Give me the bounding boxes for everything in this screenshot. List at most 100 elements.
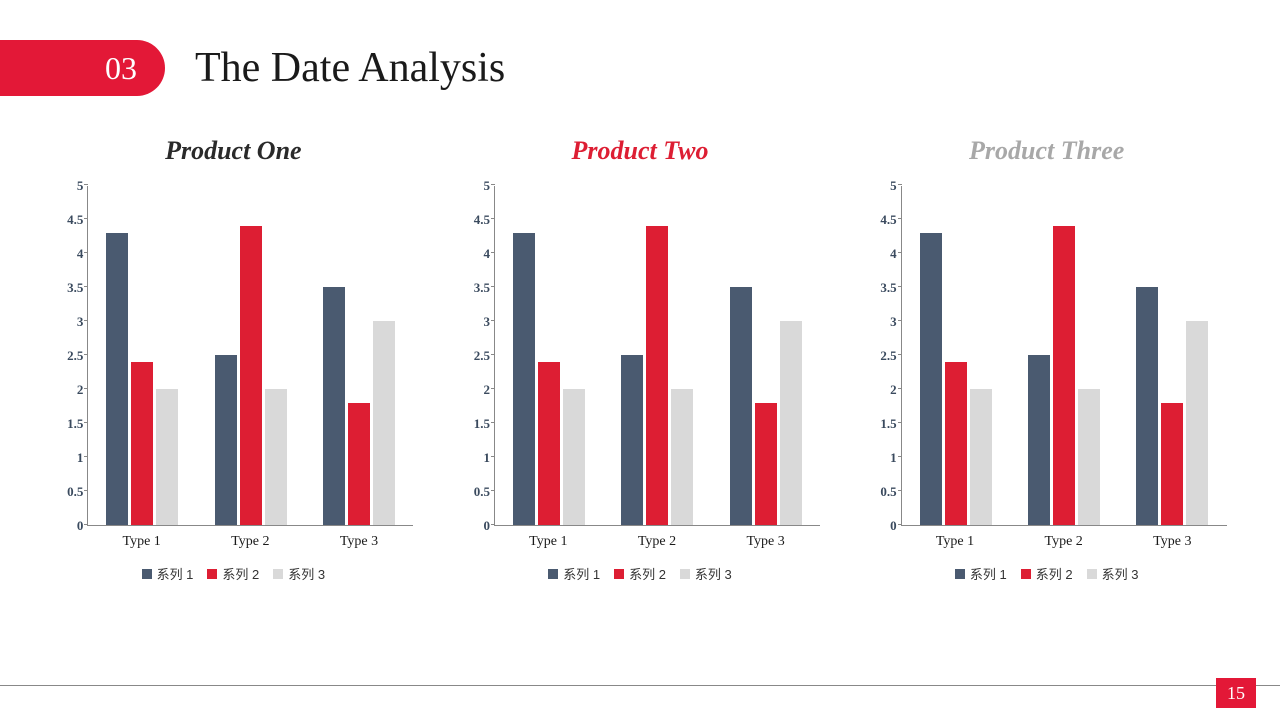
legend-swatch	[1087, 569, 1097, 579]
bar	[780, 321, 802, 525]
bar	[1161, 403, 1183, 525]
x-axis-labels: Type 1Type 2Type 3	[87, 534, 413, 550]
y-tick-label: 1	[890, 450, 897, 466]
x-axis-labels: Type 1Type 2Type 3	[494, 534, 820, 550]
y-tick-label: 3.5	[67, 280, 83, 296]
chart-panel: Product Three00.511.522.533.544.55Type 1…	[853, 136, 1240, 583]
y-tick-label: 3	[890, 314, 897, 330]
legend-item: 系列 2	[614, 564, 666, 583]
section-number: 03	[105, 50, 137, 87]
legend-label: 系列 1	[970, 564, 1007, 583]
y-tick-label: 4.5	[880, 212, 896, 228]
bar	[513, 233, 535, 525]
page-number-badge: 15	[1216, 678, 1256, 708]
legend-label: 系列 3	[695, 564, 732, 583]
bar-group	[513, 233, 585, 525]
legend-swatch	[614, 569, 624, 579]
y-tick-label: 0	[484, 518, 491, 534]
y-tick-mark	[84, 184, 88, 185]
chart-panel: Product One00.511.522.533.544.55Type 1Ty…	[40, 136, 427, 583]
y-tick-label: 0	[890, 518, 897, 534]
legend-swatch	[1021, 569, 1031, 579]
chart-legend: 系列 1 系列 2 系列 3	[142, 564, 326, 583]
chart-legend: 系列 1 系列 2 系列 3	[955, 564, 1139, 583]
y-tick-label: 4	[77, 246, 84, 262]
y-tick-label: 0.5	[67, 484, 83, 500]
y-axis: 00.511.522.533.544.55	[53, 186, 87, 526]
y-tick-label: 3.5	[880, 280, 896, 296]
footer-divider	[0, 685, 1280, 686]
chart-title: Product Two	[572, 136, 709, 166]
bar	[621, 355, 643, 525]
legend-item: 系列 1	[548, 564, 600, 583]
bar	[131, 362, 153, 525]
bar	[563, 389, 585, 525]
bar-groups	[88, 186, 413, 525]
page-number: 15	[1227, 683, 1245, 704]
legend-label: 系列 3	[288, 564, 325, 583]
y-tick-label: 4	[484, 246, 491, 262]
section-badge: 03	[0, 40, 165, 96]
legend-item: 系列 1	[142, 564, 194, 583]
bar-group	[323, 287, 395, 525]
bar-group	[215, 226, 287, 525]
bar	[215, 355, 237, 525]
y-tick-label: 1.5	[880, 416, 896, 432]
x-label: Type 3	[746, 534, 784, 550]
y-tick-label: 1.5	[67, 416, 83, 432]
bar	[373, 321, 395, 525]
x-axis-labels: Type 1Type 2Type 3	[901, 534, 1227, 550]
y-tick-label: 2	[77, 382, 84, 398]
y-axis: 00.511.522.533.544.55	[460, 186, 494, 526]
y-tick-label: 0	[77, 518, 84, 534]
chart-area: 00.511.522.533.544.55	[53, 186, 413, 526]
chart-title: Product Three	[969, 136, 1124, 166]
chart-title: Product One	[165, 136, 302, 166]
bar	[538, 362, 560, 525]
legend-item: 系列 3	[273, 564, 325, 583]
bar	[920, 233, 942, 525]
x-label: Type 1	[529, 534, 567, 550]
bar-group	[1136, 287, 1208, 525]
bar	[1186, 321, 1208, 525]
bar-group	[730, 287, 802, 525]
y-tick-label: 2.5	[67, 348, 83, 364]
chart-legend: 系列 1 系列 2 系列 3	[548, 564, 732, 583]
legend-item: 系列 2	[207, 564, 259, 583]
legend-label: 系列 1	[563, 564, 600, 583]
legend-label: 系列 2	[222, 564, 259, 583]
bar	[1078, 389, 1100, 525]
y-tick-label: 1	[77, 450, 84, 466]
plot-area	[87, 186, 413, 526]
bar-group	[106, 233, 178, 525]
legend-swatch	[207, 569, 217, 579]
plot-area	[901, 186, 1227, 526]
y-tick-label: 3	[77, 314, 84, 330]
chart-area: 00.511.522.533.544.55	[460, 186, 820, 526]
x-label: Type 1	[936, 534, 974, 550]
legend-swatch	[955, 569, 965, 579]
y-tick-label: 5	[484, 178, 491, 194]
legend-item: 系列 1	[955, 564, 1007, 583]
bar-groups	[902, 186, 1227, 525]
bar-group	[920, 233, 992, 525]
legend-label: 系列 2	[1036, 564, 1073, 583]
slide-header: 03 The Date Analysis	[0, 0, 1280, 96]
y-tick-label: 4.5	[474, 212, 490, 228]
bar-group	[621, 226, 693, 525]
legend-item: 系列 2	[1021, 564, 1073, 583]
bar-group	[1028, 226, 1100, 525]
y-tick-label: 1	[484, 450, 491, 466]
x-label: Type 3	[1153, 534, 1191, 550]
y-tick-mark	[491, 184, 495, 185]
y-tick-label: 2	[484, 382, 491, 398]
bar	[671, 389, 693, 525]
slide-title: The Date Analysis	[195, 44, 505, 92]
legend-label: 系列 3	[1102, 564, 1139, 583]
y-tick-mark	[898, 184, 902, 185]
chart-panel: Product Two00.511.522.533.544.55Type 1Ty…	[447, 136, 834, 583]
bar	[945, 362, 967, 525]
y-tick-label: 4.5	[67, 212, 83, 228]
bar	[646, 226, 668, 525]
bar	[265, 389, 287, 525]
